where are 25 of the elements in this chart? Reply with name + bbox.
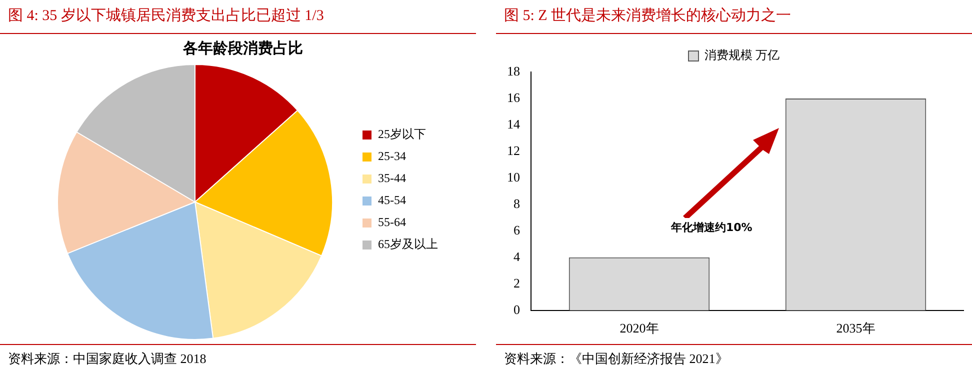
text: 资料来源：《中国创新经济报告 2021》 (504, 350, 728, 368)
legend-label: 消费规模 万亿 (704, 48, 780, 62)
annotation: 年化增速约10% (671, 220, 752, 235)
legend-label: 35-44 (378, 171, 406, 186)
legend-label: 25-34 (378, 149, 406, 164)
x-tick-label: 2035年 (836, 320, 876, 336)
y-tick-label: 12 (507, 142, 520, 158)
chart-subtitle: 各年龄段消费占比 (182, 40, 303, 57)
chart-title: 图 5: Z 世代是未来消费增长的核心动力之一 (504, 6, 792, 25)
y-tick-label: 0 (514, 302, 520, 317)
legend-label: 55-64 (378, 215, 406, 230)
x-tick-label: 2020年 (620, 320, 659, 336)
y-tick-label: 6 (514, 222, 520, 238)
legend-label: 65岁及以上 (378, 237, 438, 252)
legend-label: 45-54 (378, 193, 406, 208)
y-tick-label: 16 (507, 90, 520, 105)
chart-title: 图 4: 35 岁以下城镇居民消费支出占比已超过 1/3 (8, 6, 324, 25)
legend-label: 25岁以下 (378, 127, 426, 142)
y-tick-label: 2 (514, 275, 520, 290)
y-tick-label: 8 (514, 196, 520, 211)
text: 资料来源：中国家庭收入调查 2018 (8, 350, 206, 368)
y-tick-label: 4 (514, 248, 520, 264)
y-tick-label: 14 (507, 116, 520, 132)
y-tick-label: 18 (507, 63, 520, 78)
y-tick-label: 10 (507, 169, 520, 184)
